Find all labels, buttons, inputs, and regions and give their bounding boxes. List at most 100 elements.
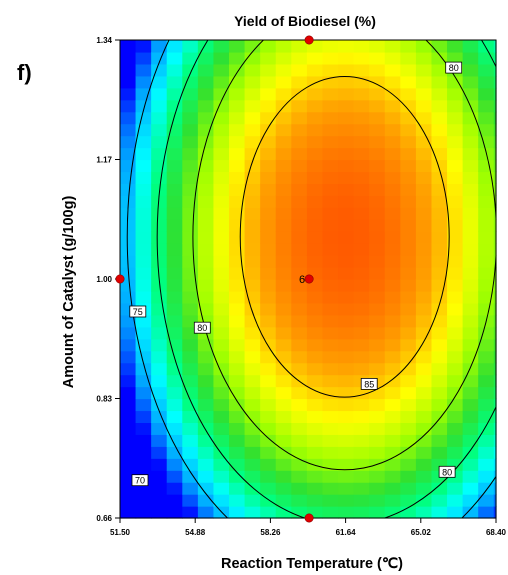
heat-cell <box>415 183 433 196</box>
heat-cell <box>135 207 152 220</box>
heat-cell <box>260 374 277 388</box>
heat-cell <box>120 290 137 304</box>
heat-cell <box>400 350 417 364</box>
heat-cell <box>322 374 339 388</box>
heat-cell <box>322 386 339 400</box>
heat-cell <box>275 398 292 412</box>
heat-cell <box>151 207 168 220</box>
heat-cell <box>369 279 386 292</box>
heat-cell <box>415 362 433 376</box>
contour-label: 80 <box>445 61 463 74</box>
heat-cell <box>338 314 355 328</box>
heat-cell <box>182 75 199 89</box>
heat-cell <box>151 219 168 232</box>
heat-cell <box>322 494 339 507</box>
heat-cell <box>447 111 464 125</box>
heat-cell <box>338 506 355 519</box>
heat-cell <box>244 135 261 149</box>
heat-cell <box>306 219 324 232</box>
heat-cell <box>135 279 152 292</box>
heat-cell <box>462 63 479 77</box>
y-tick-label: 1.34 <box>96 36 112 45</box>
heat-cell <box>166 51 183 65</box>
heat-cell <box>400 470 417 483</box>
heat-cell <box>447 87 464 101</box>
heat-cell <box>135 362 152 376</box>
heat-cell <box>462 374 479 388</box>
heat-cell <box>306 302 324 316</box>
heat-cell <box>462 386 479 400</box>
heat-cell <box>369 207 386 220</box>
heat-cell <box>260 458 277 471</box>
heat-cell <box>151 87 168 101</box>
heat-cell <box>431 446 448 459</box>
heat-cell <box>213 87 230 101</box>
heat-cell <box>120 506 137 519</box>
design-points: 6 <box>115 35 314 523</box>
heat-cell <box>493 183 497 196</box>
heat-cell <box>493 314 497 328</box>
heat-cell <box>493 482 497 495</box>
heat-cell <box>462 243 479 256</box>
heat-cell <box>275 506 292 519</box>
heat-cell <box>400 231 417 244</box>
heat-cell <box>166 147 183 161</box>
heat-cell <box>431 422 448 435</box>
heat-cell <box>478 183 495 196</box>
heat-cell <box>338 207 355 220</box>
heat-cell <box>478 63 495 77</box>
heat-cell <box>291 111 308 125</box>
heat-cell <box>197 99 215 113</box>
heat-cell <box>291 231 308 244</box>
heat-cell <box>197 40 215 53</box>
heat-cell <box>431 482 448 495</box>
heat-cell <box>384 63 401 77</box>
heat-cell <box>260 159 277 173</box>
heat-cell <box>291 219 308 232</box>
heat-cell <box>197 374 215 388</box>
heat-cell <box>244 243 261 256</box>
heat-cell <box>197 410 215 423</box>
heat-cell <box>384 338 401 352</box>
heat-cell <box>135 290 152 304</box>
heat-cell <box>384 147 401 161</box>
heat-cell <box>306 255 324 268</box>
heat-cell <box>166 458 183 471</box>
heat-cell <box>431 63 448 77</box>
heat-cell <box>213 374 230 388</box>
heat-cell <box>260 123 277 137</box>
heat-cell <box>135 267 152 280</box>
heat-cell <box>338 338 355 352</box>
heat-cell <box>493 290 497 304</box>
heat-cell <box>213 494 230 507</box>
y-tick-label: 0.83 <box>96 395 112 404</box>
heat-cell <box>338 410 355 423</box>
heat-cell <box>135 99 152 113</box>
heat-cell <box>322 434 339 447</box>
heat-cell <box>431 111 448 125</box>
heat-cell <box>400 207 417 220</box>
heat-cell <box>322 410 339 423</box>
heat-cell <box>431 494 448 507</box>
heat-cell <box>400 195 417 208</box>
heat-cell <box>260 195 277 208</box>
heat-cell <box>197 458 215 471</box>
heat-cell <box>493 350 497 364</box>
heat-cell <box>213 111 230 125</box>
heat-cell <box>462 171 479 184</box>
heat-cell <box>353 267 370 280</box>
heat-cell <box>260 99 277 113</box>
heat-cell <box>322 111 339 125</box>
heat-cell <box>166 207 183 220</box>
heat-cell <box>213 314 230 328</box>
heat-cell <box>353 40 370 53</box>
heat-cell <box>478 159 495 173</box>
heat-cell <box>135 446 152 459</box>
heat-cell <box>120 458 137 471</box>
heat-cell <box>244 326 261 340</box>
heat-cell <box>415 494 433 507</box>
heat-cell <box>260 362 277 376</box>
heat-cell <box>135 231 152 244</box>
heat-cell <box>306 135 324 149</box>
heat-cell <box>244 51 261 65</box>
